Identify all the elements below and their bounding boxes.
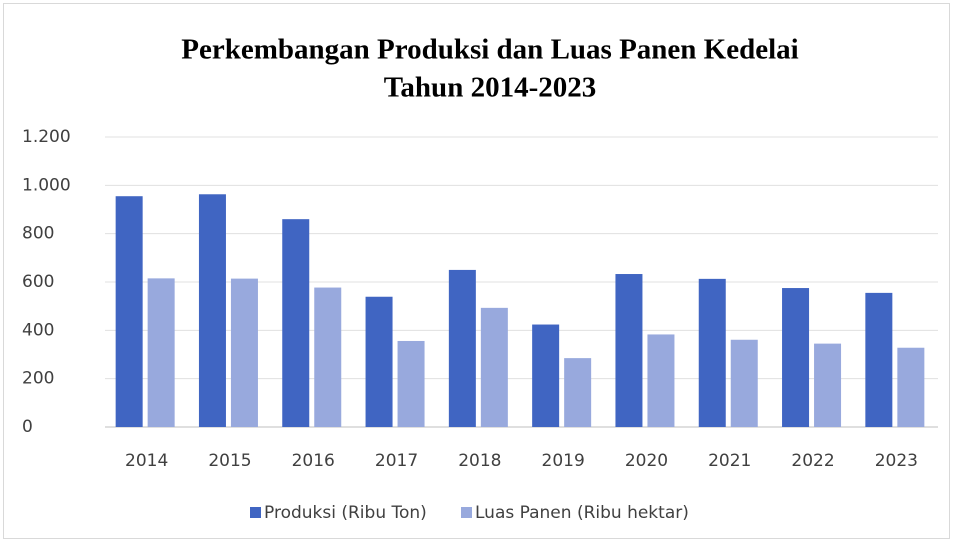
bar [115, 196, 143, 427]
bar [814, 343, 842, 427]
y-tick-label: 1.200 [22, 127, 71, 147]
bar [782, 288, 810, 427]
x-tick-label: 2020 [625, 451, 668, 471]
bar [730, 339, 758, 427]
bar [865, 292, 893, 427]
legend-label: Produksi (Ribu Ton) [264, 503, 427, 523]
bar [897, 347, 925, 427]
bar [647, 334, 675, 427]
x-tick-label: 2019 [542, 451, 585, 471]
x-tick-label: 2023 [875, 451, 918, 471]
bar [698, 278, 726, 427]
x-tick-label: 2016 [292, 451, 335, 471]
y-tick-label: 600 [22, 272, 54, 292]
legend-label: Luas Panen (Ribu hektar) [475, 503, 689, 523]
chart-frame [3, 3, 950, 539]
bar [147, 278, 175, 427]
bar [365, 296, 393, 427]
y-tick-label: 0 [22, 417, 33, 437]
bar [314, 287, 342, 427]
legend-swatch [461, 507, 472, 518]
x-tick-label: 2014 [125, 451, 168, 471]
bar [282, 219, 310, 427]
bar [448, 269, 476, 427]
y-tick-label: 400 [22, 320, 54, 340]
x-tick-label: 2017 [375, 451, 418, 471]
bar [230, 278, 258, 427]
chart-title: Perkembangan Produksi dan Luas Panen Ked… [181, 34, 798, 66]
bar [532, 324, 560, 427]
y-tick-label: 1.000 [22, 175, 71, 195]
x-tick-label: 2021 [708, 451, 751, 471]
chart-title: Tahun 2014-2023 [384, 72, 596, 104]
bar [397, 340, 425, 427]
x-tick-label: 2018 [458, 451, 501, 471]
legend-swatch [250, 507, 261, 518]
bar [198, 194, 226, 427]
y-tick-label: 800 [22, 224, 54, 244]
x-tick-label: 2015 [208, 451, 251, 471]
y-tick-label: 200 [22, 369, 54, 389]
bar [564, 358, 592, 427]
bar [615, 274, 643, 427]
x-tick-label: 2022 [791, 451, 834, 471]
bar [480, 307, 508, 427]
